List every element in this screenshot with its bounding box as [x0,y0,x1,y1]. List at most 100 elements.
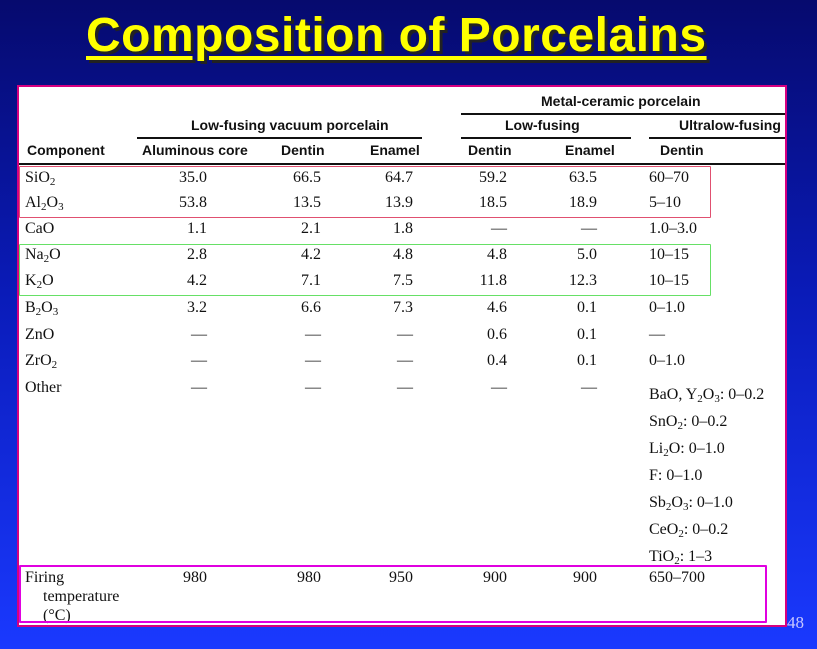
col-header-vacuum-dentin: Dentin [281,142,325,158]
value-cell: 60–70 [649,169,689,186]
header-rule-metal-ceramic [461,113,785,115]
value-cell: 13.5 [293,194,321,211]
value-cell: 2.8 [187,246,207,263]
list-item: SnO2: 0–0.2 [649,413,728,432]
col-header-aluminous-core: Aluminous core [142,142,248,158]
value-cell: — [191,352,207,369]
value-cell: 53.8 [179,194,207,211]
list-item: F: 0–1.0 [649,467,703,484]
value-cell: 18.9 [569,194,597,211]
value-cell: 4.6 [487,299,507,316]
col-header-component: Component [27,142,105,158]
value-cell: 6.6 [301,299,321,316]
value-cell: 7.5 [393,272,413,289]
ultralow-other-list: BaO, Y2O3: 0–0.2 SnO2: 0–0.2 Li2O: 0–1.0… [649,381,764,570]
highlight-box-alkali [19,244,711,296]
value-cell: 950 [389,569,413,586]
value-cell: 7.3 [393,299,413,316]
value-cell: 18.5 [479,194,507,211]
value-cell: 980 [183,569,207,586]
value-cell: 1.1 [187,220,207,237]
value-cell: — [191,326,207,343]
list-item: BaO, Y2O3: 0–0.2 [649,386,765,405]
value-cell: 4.2 [187,272,207,289]
value-cell: 900 [573,569,597,586]
highlight-box-silica-alumina [19,166,711,218]
value-cell: 66.5 [293,169,321,186]
value-cell: 13.9 [385,194,413,211]
value-cell: 0–1.0 [649,352,685,369]
col-header-low-fusing-enamel: Enamel [565,142,615,158]
value-cell: 12.3 [569,272,597,289]
value-cell: 4.2 [301,246,321,263]
col-header-vacuum-enamel: Enamel [370,142,420,158]
value-cell: 35.0 [179,169,207,186]
value-cell: — [491,220,507,237]
page-title: Composition of Porcelains [86,9,707,62]
firing-label-line3: (°C) [43,607,71,624]
value-cell: 0–1.0 [649,299,685,316]
highlight-box-firing-temperature [19,565,767,623]
value-cell: — [581,379,597,396]
list-item: Sb2O3: 0–1.0 [649,494,733,513]
header-bottom-rule [19,163,785,165]
component-cell: ZrO2 [25,352,58,371]
page-number: 48 [787,613,804,632]
list-item: Li2O: 0–1.0 [649,440,725,459]
component-cell: B2O3 [25,299,59,318]
header-rule-ultralow [649,137,785,139]
value-cell: 980 [297,569,321,586]
value-cell: 900 [483,569,507,586]
value-cell: — [491,379,507,396]
value-cell: 650–700 [649,569,705,586]
value-cell: 1.8 [393,220,413,237]
value-cell: 2.1 [301,220,321,237]
header-low-fusing-vacuum: Low-fusing vacuum porcelain [191,117,389,133]
value-cell: 5.0 [577,246,597,263]
component-cell: SiO2 [25,169,56,188]
component-cell: K2O [25,272,54,291]
value-cell: — [305,326,321,343]
value-cell: — [305,379,321,396]
firing-label-line2: temperature [43,588,120,605]
component-cell: Other [25,379,62,396]
value-cell: 0.1 [577,299,597,316]
value-cell: 3.2 [187,299,207,316]
value-cell: 11.8 [479,272,507,289]
component-cell: Na2O [25,246,61,265]
value-cell: 0.6 [487,326,507,343]
value-cell: 10–15 [649,246,689,263]
value-cell: 10–15 [649,272,689,289]
list-item: TiO2: 1–3 [649,548,713,567]
value-cell: 4.8 [487,246,507,263]
col-header-ultralow-dentin: Dentin [660,142,704,158]
value-cell: 63.5 [569,169,597,186]
header-ultralow-fusing: Ultralow-fusing [679,117,781,133]
porcelain-composition-table: Metal-ceramic porcelain Low-fusing vacuu… [17,85,787,627]
value-cell: 7.1 [301,272,321,289]
header-rule-low-fusing [461,137,631,139]
value-cell: — [191,379,207,396]
value-cell: — [649,326,665,343]
header-metal-ceramic: Metal-ceramic porcelain [541,93,701,109]
value-cell: 0.1 [577,352,597,369]
value-cell: — [305,352,321,369]
list-item: CeO2: 0–0.2 [649,521,729,540]
value-cell: 4.8 [393,246,413,263]
header-rule-vacuum [137,137,422,139]
value-cell: 59.2 [479,169,507,186]
value-cell: 0.1 [577,326,597,343]
value-cell: — [397,326,413,343]
value-cell: 1.0–3.0 [649,220,697,237]
component-cell: ZnO [25,326,55,343]
value-cell: 64.7 [385,169,413,186]
value-cell: — [397,352,413,369]
header-low-fusing: Low-fusing [505,117,580,133]
component-cell: Al2O3 [25,194,64,213]
value-cell: — [581,220,597,237]
component-cell: CaO [25,220,55,237]
value-cell: 0.4 [487,352,507,369]
value-cell: 5–10 [649,194,681,211]
value-cell: — [397,379,413,396]
firing-label-line1: Firing [25,569,65,586]
